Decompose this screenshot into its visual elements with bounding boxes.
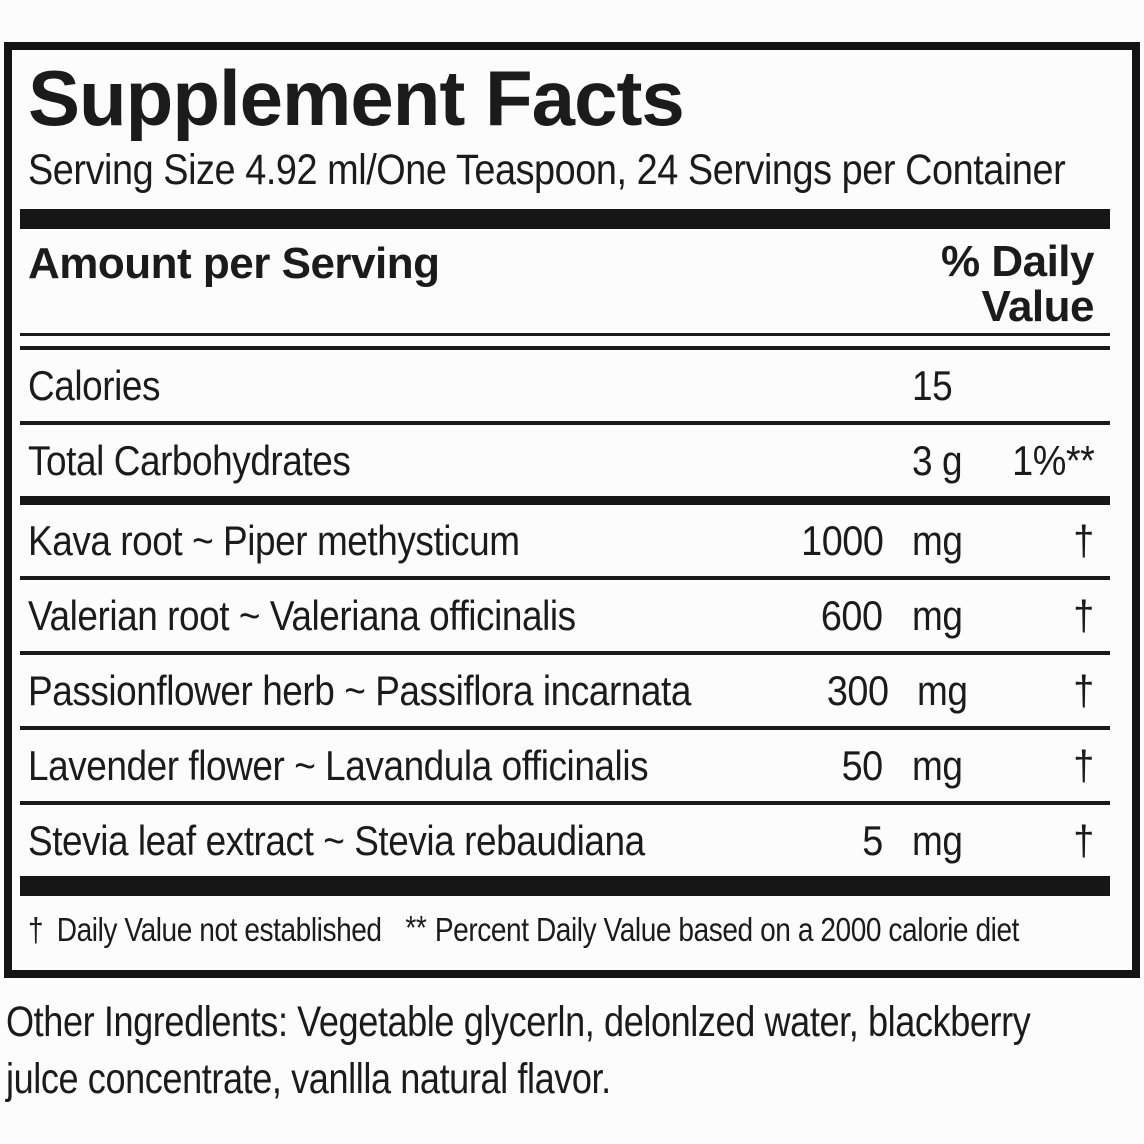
panel-title: Supplement Facts (28, 54, 685, 142)
daily-value-header-line2: Value (981, 282, 1095, 332)
ingredient-name: Kava root ~ Piper methysticum (28, 516, 520, 564)
amount-unit: mg (912, 741, 963, 789)
percent-daily-value-note: Percent Daily Value based on a 2000 calo… (434, 911, 1020, 949)
ingredient-name: Calories (28, 361, 161, 409)
amount-value (773, 362, 883, 410)
daily-value: † (1073, 516, 1094, 564)
header-divider (20, 333, 1110, 351)
amount-unit: mg (912, 816, 963, 864)
ingredient-name: Lavender flower ~ Lavandula officinalis (28, 741, 649, 789)
supplement-row: Lavender flower ~ Lavandula officinalis … (28, 730, 1094, 801)
amount-value: 600 (821, 591, 883, 639)
other-ingredients-line2: julce concentrate, vanllla natural flavo… (6, 1055, 611, 1103)
amount-unit: 15 (912, 361, 953, 409)
amount-unit: mg (917, 666, 968, 714)
daily-value: † (1073, 816, 1094, 864)
row-divider (20, 496, 1110, 506)
daily-value (982, 362, 1094, 410)
amount-unit: mg (912, 591, 963, 639)
amount-value: 1000 (800, 516, 884, 564)
row-divider (20, 801, 1110, 806)
double-asterisk-symbol: ** (405, 909, 427, 947)
supplement-row: Calories 15 (28, 350, 1094, 421)
daily-value: † (1073, 666, 1094, 714)
amount-value: 50 (841, 741, 884, 789)
ingredient-name: Passionflower herb ~ Passiflora incarnat… (28, 666, 691, 714)
supplement-row: Kava root ~ Piper methysticum 1000 mg † (28, 505, 1094, 576)
serving-size-info: Serving Size 4.92 ml/One Teaspoon, 24 Se… (28, 146, 1066, 195)
footnote: † Daily Value not established ** Percent Da… (28, 896, 1094, 949)
ingredient-name: Stevia leaf extract ~ Stevia rebaudiana (28, 816, 645, 864)
amount-per-serving-header: Amount per Serving (28, 239, 440, 289)
rows-container: Calories 15 Total Carbohydrates 3 g 1%**… (20, 350, 1110, 876)
amount-unit: mg (912, 516, 963, 564)
amount-value (773, 437, 883, 485)
daily-value: 1%** (1011, 436, 1095, 484)
daily-value-header: % Daily Value (940, 237, 1095, 332)
supplement-row: Stevia leaf extract ~ Stevia rebaudiana … (28, 805, 1094, 876)
amount-value: 300 (826, 666, 889, 714)
thick-separator-bar-top (20, 209, 1110, 230)
amount-unit: 3 g (912, 436, 963, 484)
other-ingredients: Other Ingredlents: Vegetable glycerln, d… (6, 994, 1144, 1108)
table-header: Amount per Serving % Daily Value (28, 229, 1095, 333)
ingredient-name: Valerian root ~ Valeriana officinalis (28, 591, 576, 639)
daily-value: † (1073, 741, 1094, 789)
row-divider (20, 726, 1110, 731)
other-ingredients-line1: Other Ingredlents: Vegetable glycerln, d… (6, 998, 1031, 1046)
supplement-facts-panel: Supplement Facts Serving Size 4.92 ml/On… (4, 42, 1140, 978)
row-divider (20, 421, 1110, 426)
daily-value-header-line1: % Daily (940, 237, 1095, 287)
row-divider (20, 576, 1110, 581)
ingredient-name: Total Carbohydrates (28, 436, 351, 484)
thick-separator-bar-bottom (20, 876, 1110, 897)
supplement-row: Passionflower herb ~ Passiflora incarnat… (28, 655, 1094, 726)
supplement-row: Valerian root ~ Valeriana officinalis 60… (28, 580, 1094, 651)
row-divider (20, 651, 1110, 656)
supplement-row: Total Carbohydrates 3 g 1%** (28, 425, 1094, 496)
dagger-symbol: † (28, 911, 44, 949)
daily-value: † (1073, 591, 1094, 639)
amount-value: 5 (862, 816, 883, 864)
dagger-note: Daily Value not established (56, 911, 382, 949)
